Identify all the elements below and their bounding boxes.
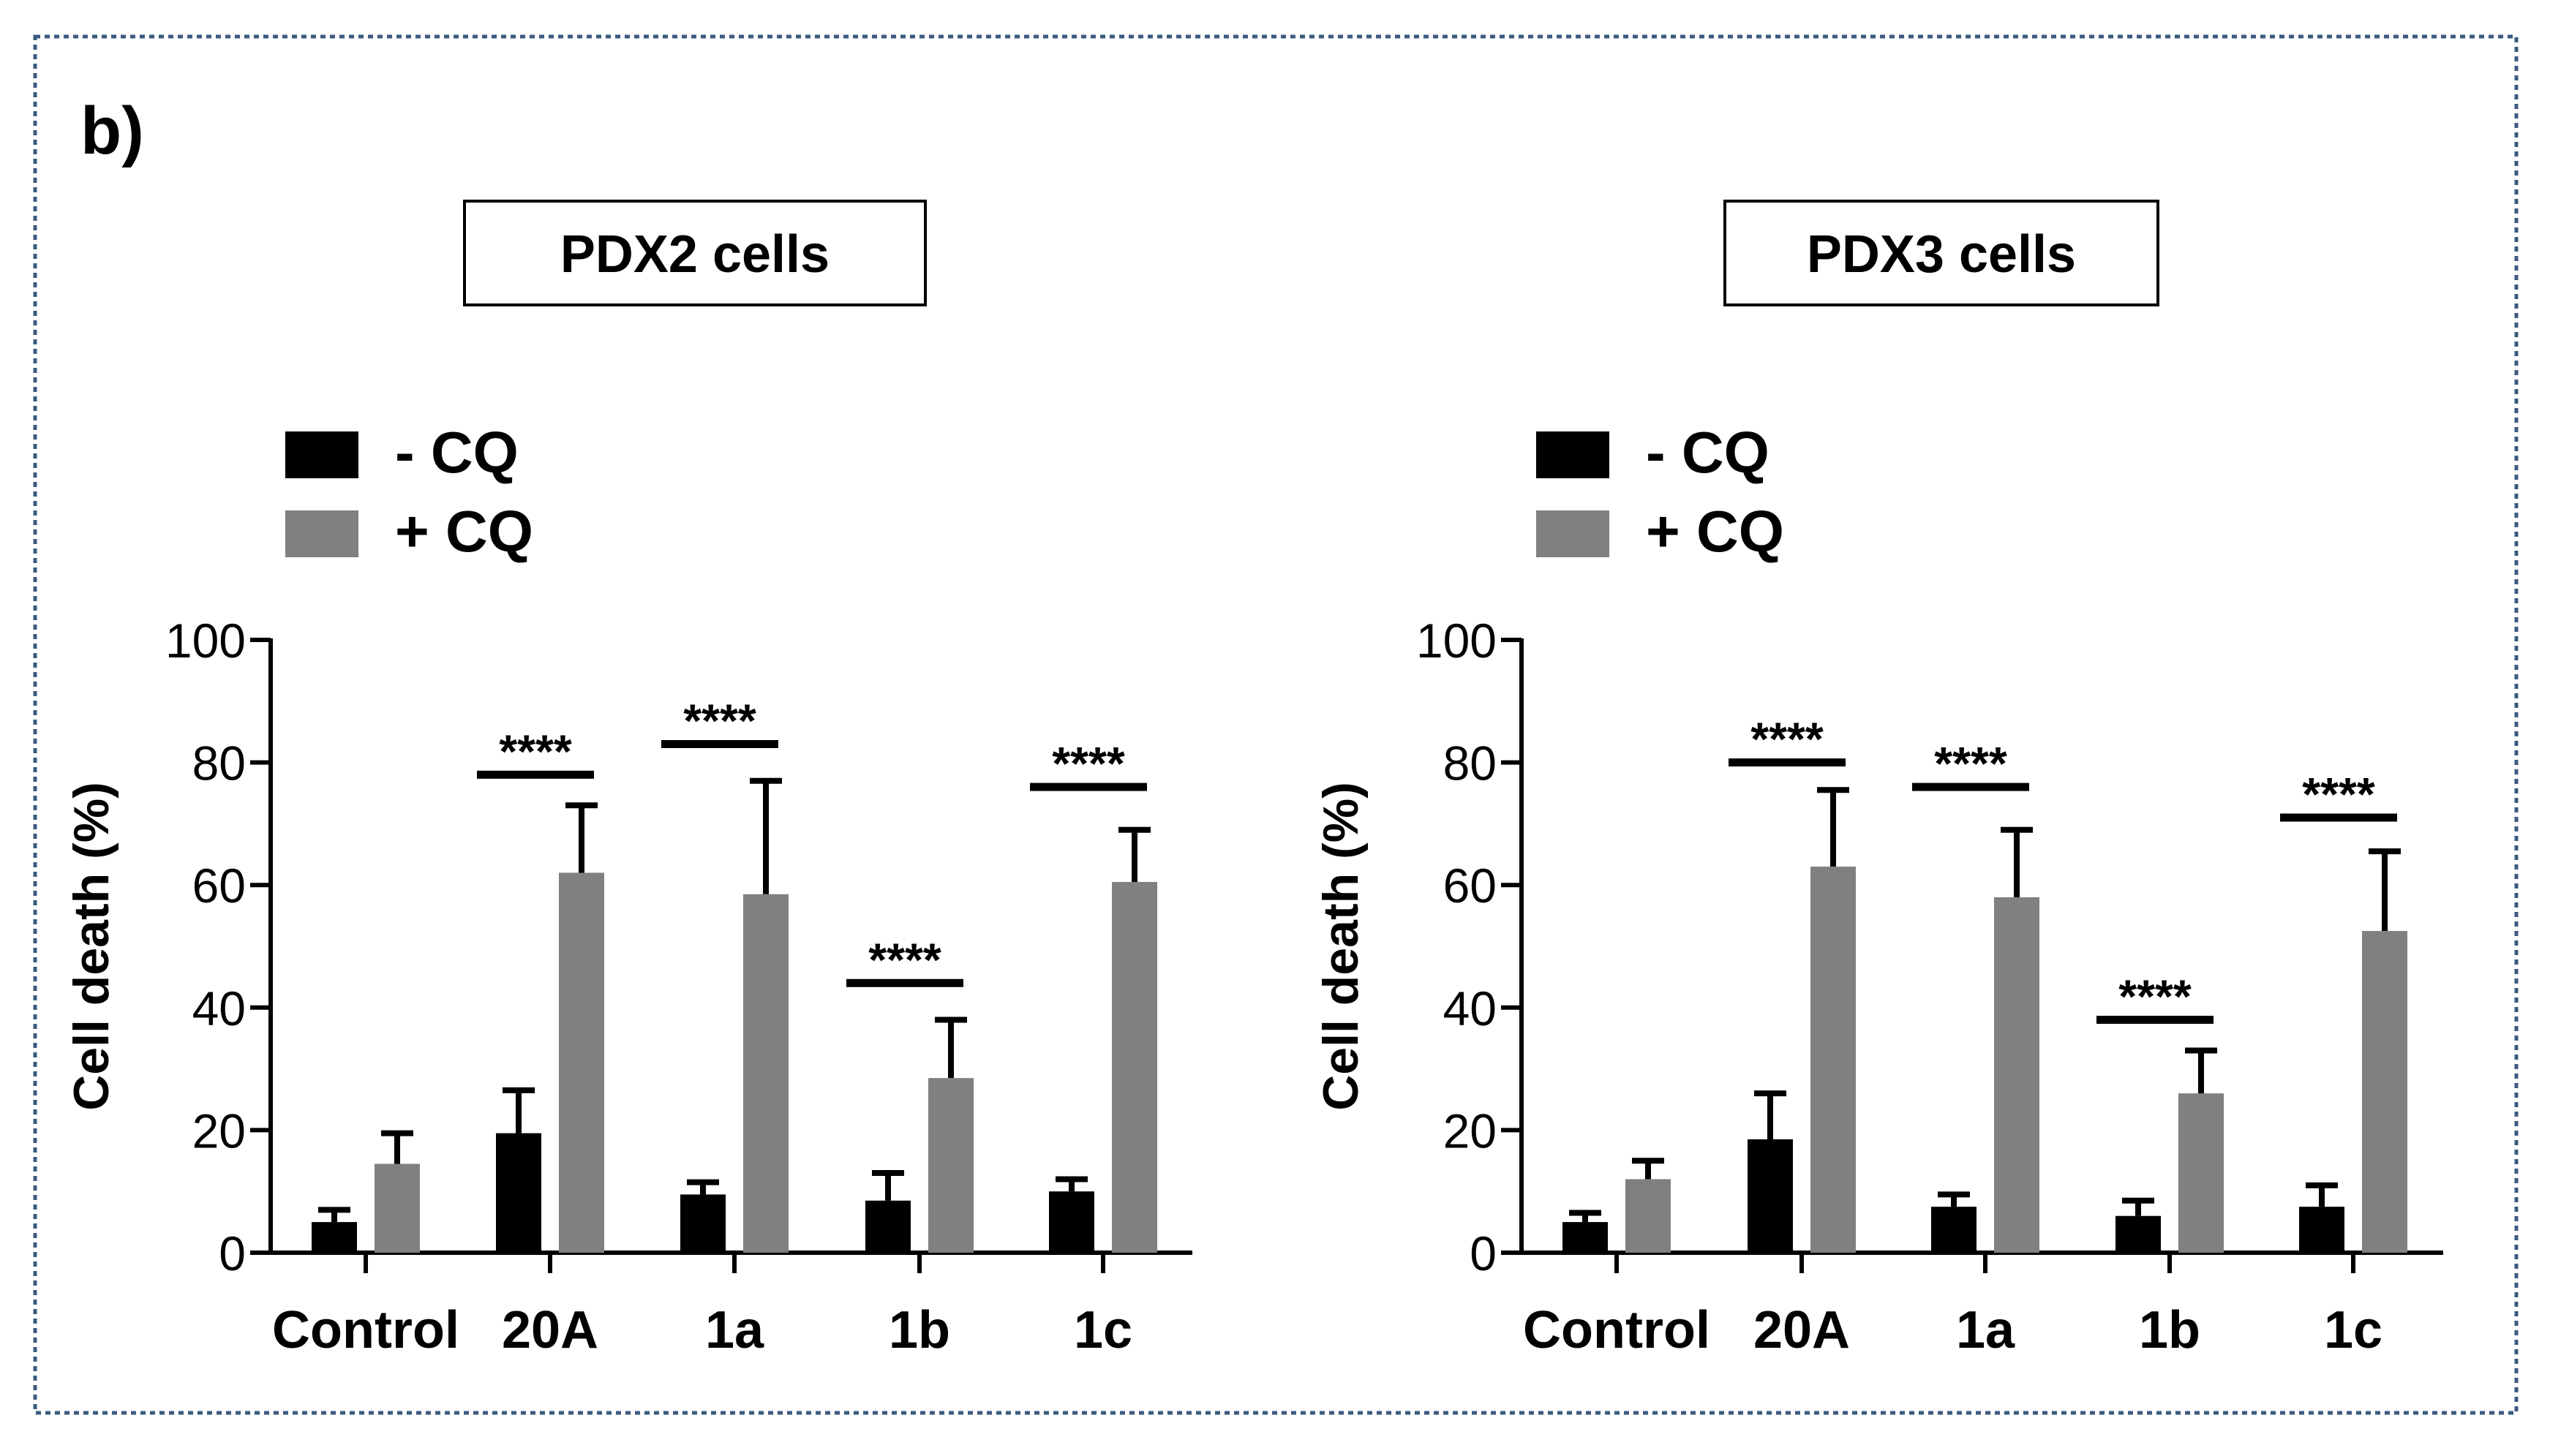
bar	[1994, 897, 2039, 1253]
significance-label: ****	[1750, 713, 1824, 766]
bar	[2362, 931, 2407, 1253]
bar	[865, 1200, 911, 1253]
bar	[928, 1078, 974, 1253]
y-tick-label: 0	[1470, 1226, 1497, 1280]
bar	[1112, 882, 1157, 1253]
figure-frame	[33, 34, 2519, 1415]
significance-label: ****	[868, 933, 941, 986]
legend-swatch-plus-cq	[285, 510, 358, 557]
legend-swatch-plus-cq	[1536, 510, 1609, 557]
x-tick-label: 1a	[1956, 1301, 2015, 1359]
x-tick-label: Control	[272, 1301, 459, 1359]
chart-pdx2: PDX2 cells - CQ + CQ 0 20 40 60 80 100 Cell death…	[64, 200, 1192, 1359]
bar	[1562, 1222, 1608, 1253]
legend-label-plus-cq: + CQ	[1646, 499, 1784, 564]
y-tick-label: 100	[165, 614, 246, 668]
bar	[1931, 1207, 1977, 1253]
chart-title-box	[1723, 200, 2159, 306]
significance-label: ****	[1934, 737, 2007, 790]
significance-label: ****	[1052, 737, 1125, 790]
significance-label: ****	[2302, 768, 2375, 821]
significance-label: ****	[499, 725, 572, 777]
x-tick-label: 1b	[2139, 1301, 2200, 1359]
y-axis-label: Cell death (%)	[1313, 782, 1369, 1111]
bar	[1049, 1191, 1094, 1253]
y-tick-label: 20	[1443, 1104, 1497, 1158]
y-tick-label: 60	[1443, 859, 1497, 913]
bar	[559, 872, 604, 1253]
bar	[1625, 1179, 1671, 1253]
bar	[496, 1133, 541, 1253]
x-tick-label: 20A	[1753, 1301, 1850, 1359]
legend-label-plus-cq: + CQ	[395, 499, 533, 564]
x-tick-label: Control	[1523, 1301, 1710, 1359]
chart-title: PDX2 cells	[560, 225, 830, 284]
y-axis-label: Cell death (%)	[64, 782, 119, 1111]
y-tick-label: 100	[1416, 614, 1497, 668]
y-tick-label: 80	[192, 736, 246, 791]
y-tick-label: 60	[192, 859, 246, 913]
x-tick-label: 1c	[2324, 1301, 2382, 1359]
significance-label: ****	[2118, 970, 2192, 1023]
bar	[2178, 1093, 2224, 1253]
bar	[1748, 1139, 1793, 1253]
chart-pdx3: PDX3 cells - CQ + CQ 0 20 40 60 80 100 Cell death…	[1313, 200, 2443, 1359]
y-tick-label: 40	[192, 981, 246, 1036]
bar	[680, 1194, 726, 1253]
x-tick-label: 1c	[1074, 1301, 1132, 1359]
bar	[312, 1222, 357, 1253]
y-tick-label: 40	[1443, 981, 1497, 1036]
legend-label-minus-cq: - CQ	[1646, 420, 1769, 485]
significance-label: ****	[683, 694, 756, 747]
bar	[375, 1163, 420, 1253]
panel-label: b)	[80, 94, 144, 168]
legend-label-minus-cq: - CQ	[395, 420, 519, 485]
legend-swatch-minus-cq	[285, 431, 358, 478]
y-tick-label: 20	[192, 1104, 246, 1158]
bar	[1810, 867, 1856, 1253]
x-tick-label: 1a	[705, 1301, 764, 1359]
bar	[2299, 1207, 2344, 1253]
bar	[743, 894, 789, 1253]
bar	[2115, 1215, 2161, 1253]
y-tick-label: 80	[1443, 736, 1497, 791]
x-tick-label: 1b	[889, 1301, 950, 1359]
x-tick-label: 20A	[502, 1301, 598, 1359]
chart-title-box	[463, 200, 927, 306]
legend-swatch-minus-cq	[1536, 431, 1609, 478]
y-tick-label: 0	[219, 1226, 246, 1280]
chart-title: PDX3 cells	[1807, 225, 2076, 284]
